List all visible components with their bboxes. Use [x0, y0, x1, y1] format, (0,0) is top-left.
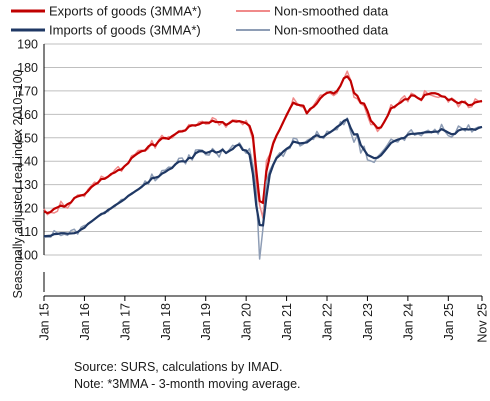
exports-3mma-line: [43, 75, 483, 215]
x-tick-label: Jan 20: [240, 303, 254, 341]
y-tick-label: 190: [17, 38, 38, 52]
y-tick-label: 140: [17, 155, 38, 169]
legend-label-imports-raw: Non-smoothed data: [274, 23, 389, 38]
x-tick-label: Jan 25: [442, 303, 456, 341]
y-tick-label: 100: [17, 249, 38, 263]
legend-label-exports: Exports of goods (3MMA*): [49, 4, 201, 19]
y-tick-label: 130: [17, 178, 38, 192]
y-axis-title: Seasonally adjusted real index 2010=100: [11, 69, 25, 298]
x-tick-label: Jan 19: [199, 303, 213, 341]
x-tick-label: Jan 17: [118, 303, 132, 341]
x-tick-label: Jan 21: [280, 303, 294, 341]
y-tick-label: 120: [17, 202, 38, 216]
moving-average-note: Note: *3MMA - 3-month moving average.: [74, 377, 301, 391]
imports-non-smoothed-line: [44, 117, 483, 260]
y-tick-label: 160: [17, 108, 38, 122]
y-tick-label: 150: [17, 131, 38, 145]
y-tick-label: 170: [17, 84, 38, 98]
x-tick-label: Jan 22: [321, 303, 335, 341]
x-tick-label: Jan 18: [159, 303, 173, 341]
series-lines: [43, 70, 483, 260]
x-tick-label: Jan 24: [401, 303, 415, 341]
x-tick-label: Jan 16: [78, 303, 92, 341]
y-tick-label: 110: [18, 225, 38, 239]
y-tick-labels: 100 110 120 130 140 150 160 170 180 190: [17, 38, 38, 263]
gridlines: [43, 43, 482, 256]
axes: [43, 272, 482, 297]
legend-label-exports-raw: Non-smoothed data: [274, 4, 389, 19]
x-tick-label: Jan 23: [361, 303, 375, 341]
source-note: Source: SURS, calculations by IMAD.: [74, 360, 282, 374]
x-tick-label: Nov 25: [476, 303, 490, 343]
imports-3mma-line: [43, 118, 483, 238]
legend-label-imports: Imports of goods (3MMA*): [49, 23, 201, 38]
x-tick-label: Jan 15: [38, 303, 52, 341]
legend: Exports of goods (3MMA*) Non-smoothed da…: [11, 4, 389, 38]
y-tick-label: 180: [17, 61, 38, 75]
x-tick-labels: Jan 15 Jan 16 Jan 17 Jan 18 Jan 19 Jan 20 Jan …: [38, 296, 490, 343]
